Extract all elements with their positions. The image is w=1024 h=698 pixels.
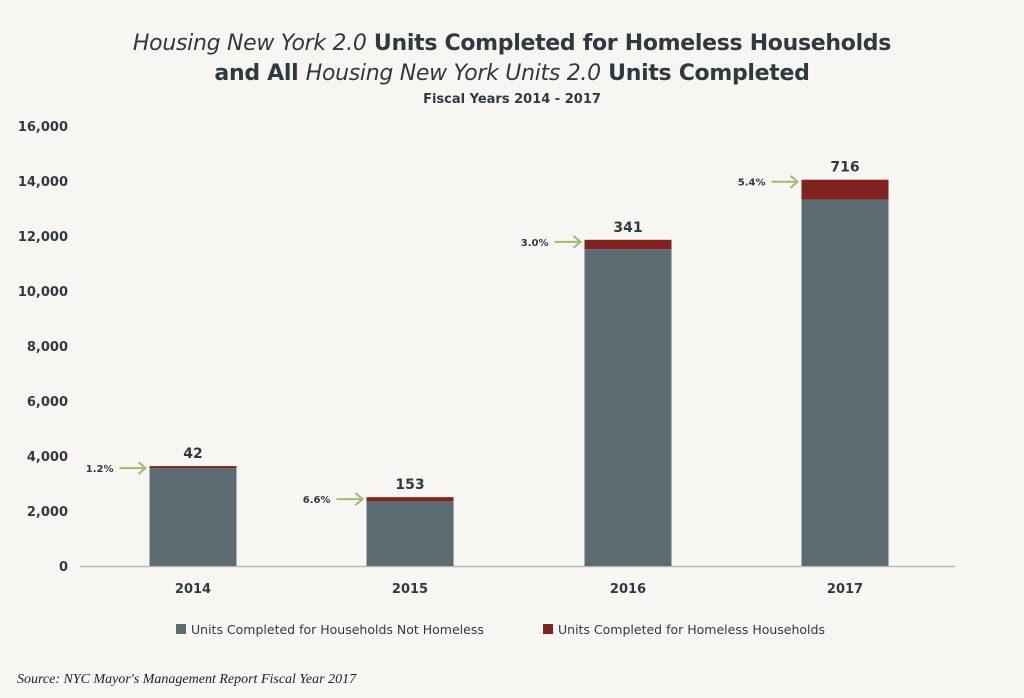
y-tick-label: 0 (59, 560, 68, 575)
y-tick-label: 12,000 (18, 230, 68, 245)
legend-swatch (176, 624, 186, 634)
data-label: 716 (830, 160, 859, 176)
source-note: Source: NYC Mayor's Management Report Fi… (17, 672, 357, 687)
bar-homeless (366, 497, 454, 502)
arrow-head-icon (137, 461, 148, 475)
data-label: 153 (395, 477, 424, 493)
title-part: Units Completed for Homeless Households (366, 31, 892, 56)
arrow-head-icon (789, 174, 800, 189)
bar-not-homeless (584, 249, 672, 566)
y-tick-label: 8,000 (27, 340, 68, 355)
percent-annotation: 5.4% (738, 178, 766, 189)
percent-annotation: 3.0% (521, 238, 549, 249)
legend-swatch (543, 624, 553, 634)
chart-title-line-1: Housing New York 2.0 Units Completed for… (0, 31, 1024, 56)
percent-annotation: 6.6% (303, 495, 331, 506)
title-part: Units Completed (600, 61, 810, 86)
y-tick-label: 10,000 (18, 285, 68, 300)
title-part: and All (214, 61, 306, 86)
x-tick-label: 2017 (827, 582, 863, 597)
bar-not-homeless (801, 199, 889, 567)
y-tick-label: 16,000 (18, 120, 68, 135)
chart-subtitle: Fiscal Years 2014 - 2017 (423, 92, 601, 107)
x-tick-label: 2016 (610, 582, 646, 597)
title-italic-part: Housing New York Units 2.0 (305, 61, 601, 86)
legend-label: Units Completed for Households Not Homel… (191, 622, 484, 637)
data-label: 42 (183, 446, 202, 462)
bar-not-homeless (366, 501, 454, 566)
arrow-head-icon (354, 492, 365, 506)
bar-homeless (801, 179, 889, 200)
y-tick-label: 4,000 (27, 450, 68, 465)
title-italic-part: Housing New York 2.0 (132, 31, 367, 56)
y-tick-label: 14,000 (18, 175, 68, 190)
chart-title-line-2: and All Housing New York Units 2.0 Units… (0, 61, 1024, 86)
bar-homeless (149, 466, 237, 469)
arrow-head-icon (572, 235, 583, 249)
bar-homeless (584, 239, 672, 250)
x-tick-label: 2014 (175, 582, 211, 597)
percent-annotation: 1.2% (86, 464, 114, 475)
x-tick-label: 2015 (392, 582, 428, 597)
bar-not-homeless (149, 468, 237, 566)
y-tick-label: 6,000 (27, 395, 68, 410)
data-label: 341 (613, 220, 642, 236)
y-tick-label: 2,000 (27, 505, 68, 520)
legend-label: Units Completed for Homeless Households (558, 622, 825, 637)
